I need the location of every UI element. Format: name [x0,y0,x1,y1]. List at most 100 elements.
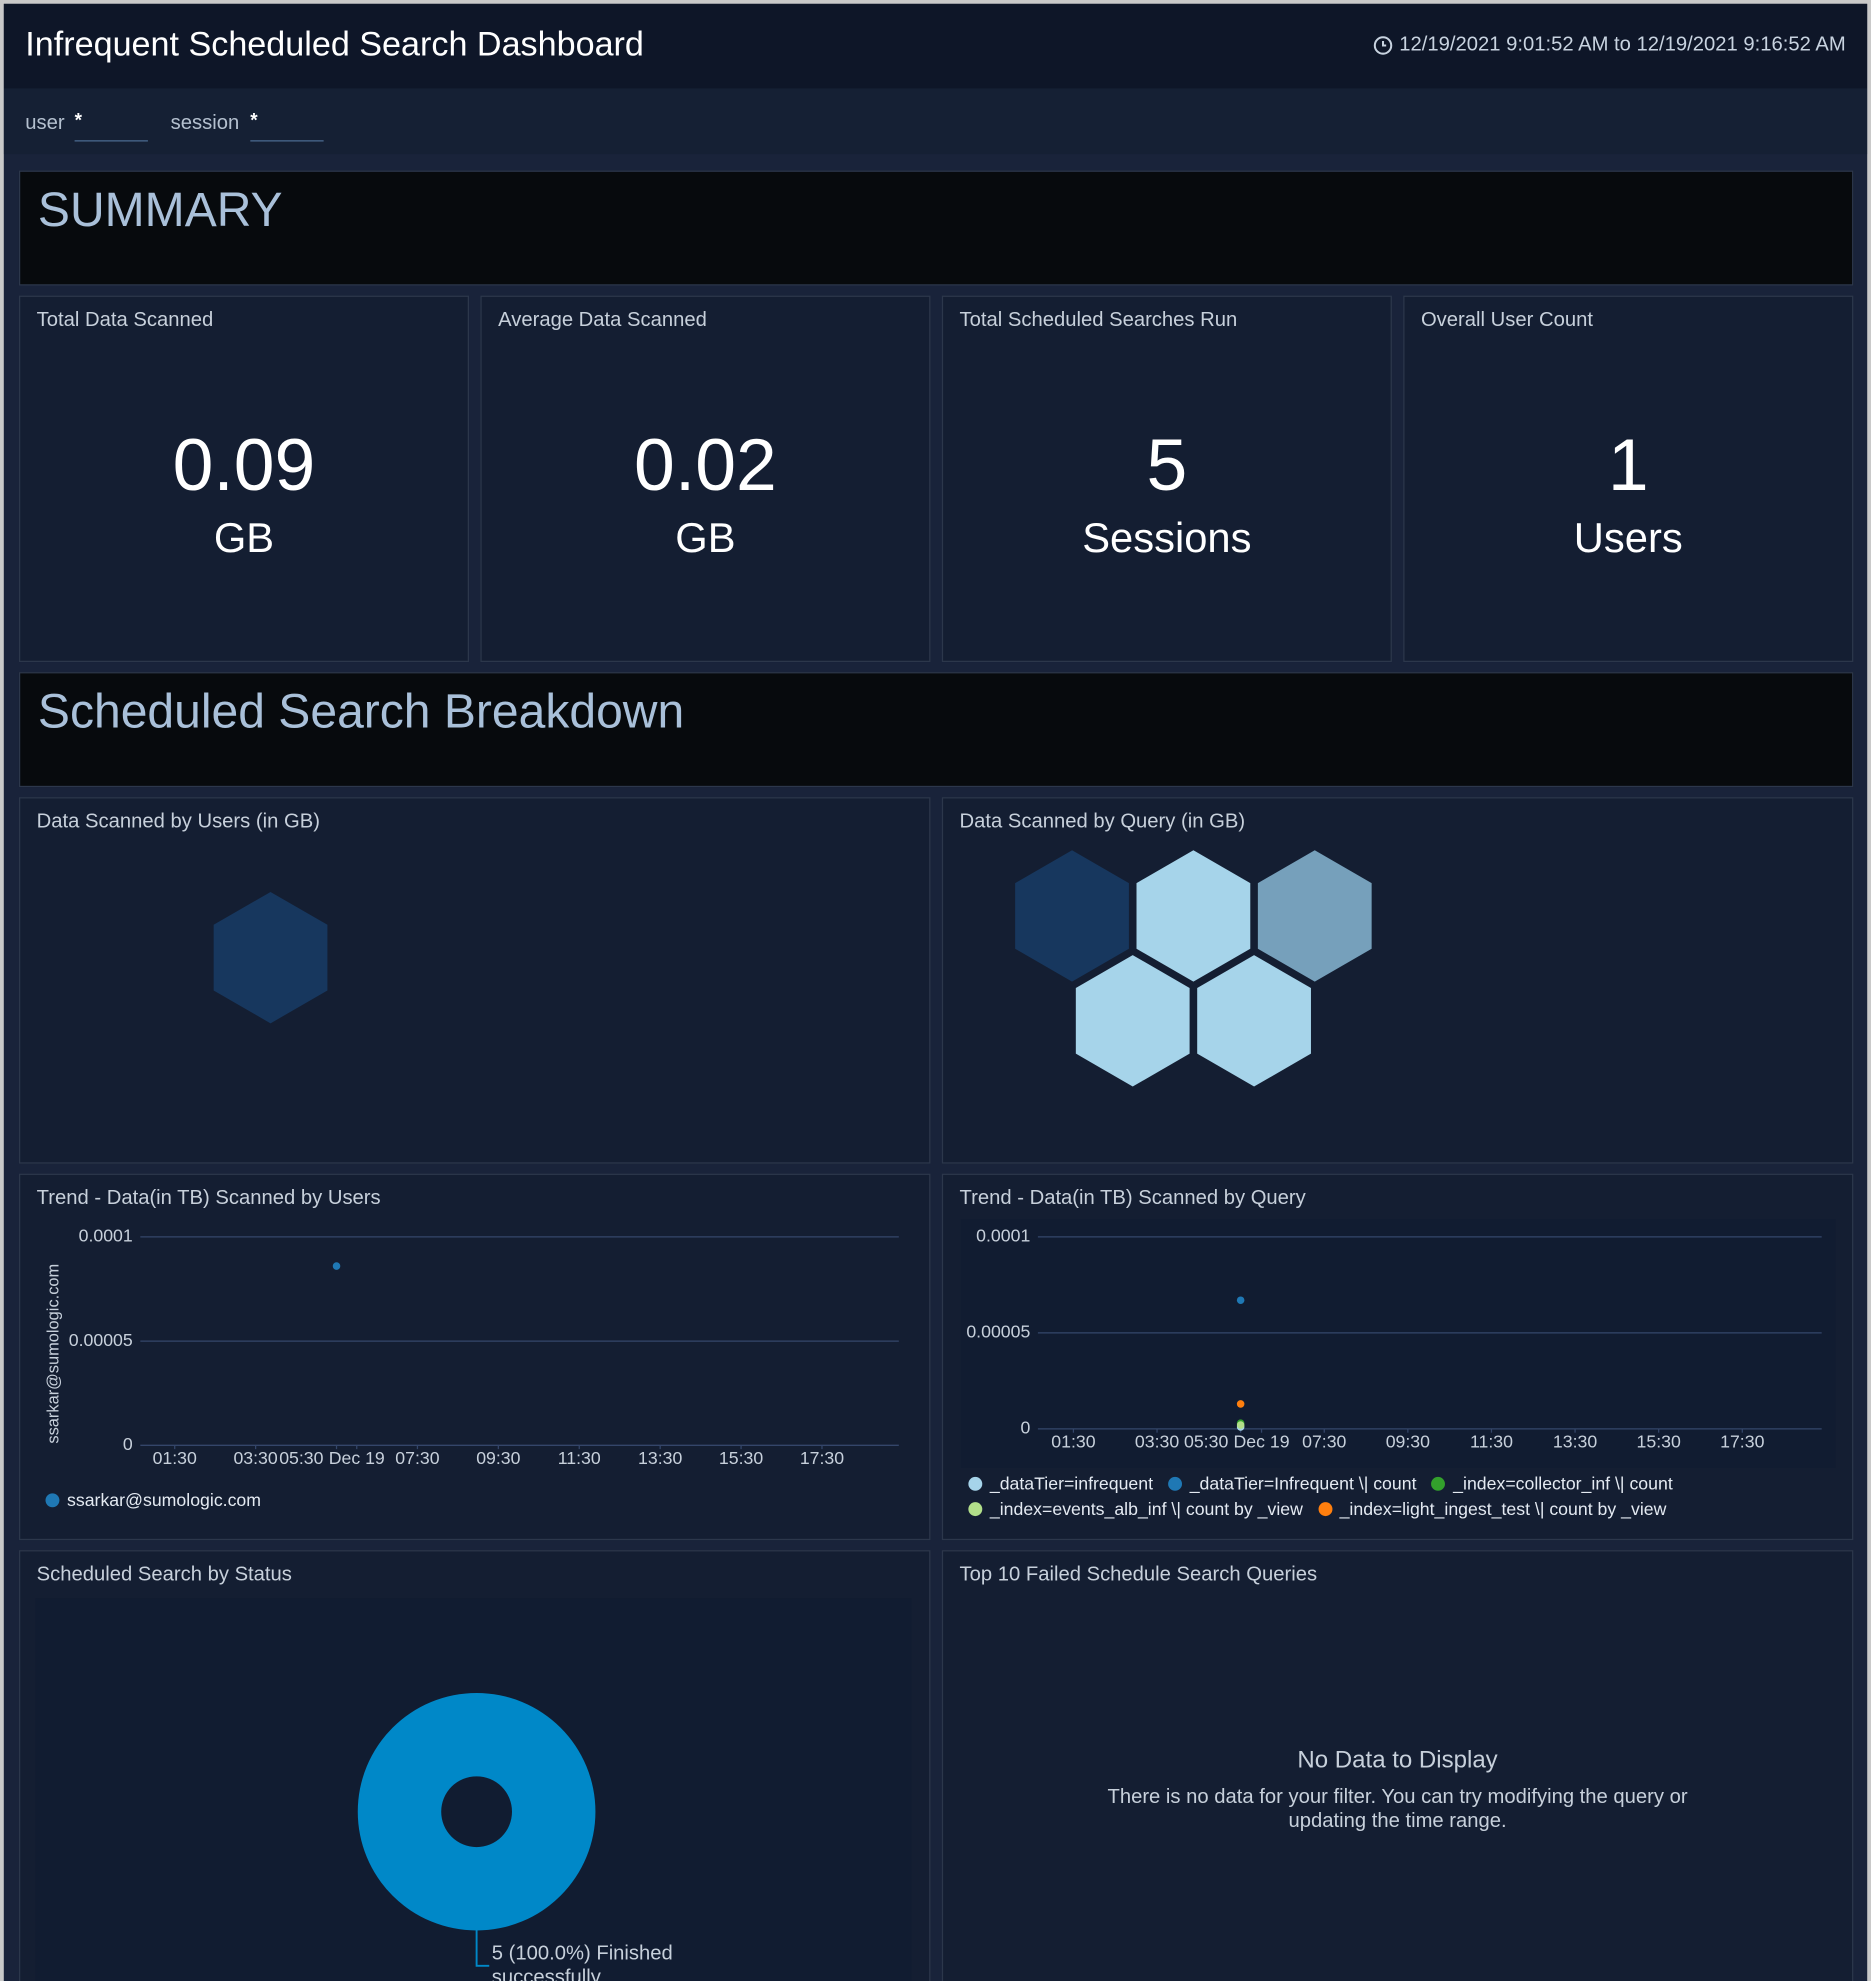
filter-label: session [170,112,240,134]
legend: ssarkar@sumologic.com [45,1489,792,1510]
x-tick-label: 15:30 [719,1448,763,1468]
filter-bar: user * session * [3,88,1868,155]
filter-input[interactable]: * [74,110,148,142]
hexagon [1075,955,1190,1087]
x-tick-label: 11:30 [1470,1431,1513,1451]
x-tick-label: 09:30 [476,1448,520,1468]
x-tick-label: 17:30 [1720,1431,1764,1451]
y-tick-label: 0.00005 [966,1322,1030,1342]
legend-label: _dataTier=infrequent [989,1473,1154,1494]
legend: _dataTier=infrequent _dataTier=Infrequent… [968,1473,1714,1519]
legend-label: _index=events_alb_inf \| count by _view [989,1498,1303,1519]
section-title: Scheduled Search Breakdown [37,686,685,740]
empty-panel: Top 10 Failed Schedule Search Queries No… [941,1550,1854,1981]
x-tick-label: 15:30 [1637,1431,1681,1451]
legend-swatch [968,1501,983,1516]
legend-item: _index=light_ingest_test \| count by _vi… [1318,1498,1667,1519]
kpi-panel: Overall User Count 1 Users [1403,295,1854,663]
chart-panel: Data Scanned by Query (in GB) [941,797,1854,1164]
plot-background [960,1219,1836,1469]
legend-label: ssarkar@sumologic.com [67,1489,262,1510]
chart [1015,850,1372,1087]
x-tick-label: 05:30 [279,1448,323,1468]
x-tick-label: 09:30 [1386,1431,1430,1451]
panel-title: Data Scanned by Users (in GB) [36,811,320,833]
data-point [1236,1296,1245,1305]
dashboard: Infrequent Scheduled Search Dashboard 12… [3,3,1868,1981]
x-tick-label: Dec 19 [329,1448,385,1468]
filter-input[interactable]: * [250,110,324,142]
data-point [1236,1421,1245,1429]
x-tick-label: 01:30 [153,1448,197,1468]
panel-title: Scheduled Search by Status [36,1564,292,1586]
legend-item: _index=collector_inf \| count [1431,1473,1673,1494]
kpi-unit: Sessions [1082,514,1252,561]
kpi-panel: Total Scheduled Searches Run 5 Sessions [941,295,1392,663]
time-range[interactable]: 12/19/2021 9:01:52 AM to 12/19/2021 9:16… [1399,34,1846,56]
legend-swatch [1431,1476,1446,1491]
kpi-panel: Total Data Scanned 0.09 GB [18,295,470,663]
kpi-value: 0.02 [634,424,777,507]
x-tick-label: 01:30 [1051,1431,1095,1451]
empty-message: There is no data for your filter. You ca… [1107,1786,1688,1832]
x-tick-label: 03:30 [233,1448,277,1468]
y-axis-label: ssarkar@sumologic.com [45,1264,63,1444]
chart [213,891,328,1024]
panel-title: Data Scanned by Query (in GB) [959,811,1246,833]
hexagon [1197,955,1311,1087]
header: Infrequent Scheduled Search Dashboard 12… [3,3,1868,89]
panel-title: Total Scheduled Searches Run [959,309,1238,332]
hexagon [1136,850,1251,982]
x-tick-label: 05:30 [1184,1431,1228,1451]
chart-panel: Trend - Data(in TB) Scanned by Query 0 0.… [941,1173,1854,1541]
section-header: SUMMARY [18,170,1854,286]
leader-line [475,1930,490,1967]
section-header: Scheduled Search Breakdown [18,672,1854,788]
x-tick-label: 17:30 [800,1448,844,1468]
empty-heading: No Data to Display [1297,1747,1498,1774]
panel-title: Average Data Scanned [498,309,707,332]
hexagon [1257,850,1372,982]
legend-label: _dataTier=Infrequent \| count [1189,1473,1417,1494]
legend-label: _index=collector_inf \| count [1453,1473,1673,1494]
x-tick-label: Dec 19 [1234,1431,1290,1451]
legend-swatch [1318,1501,1333,1516]
empty-state: No Data to Display There is no data for … [943,1747,1852,1833]
hexagon [1015,850,1129,982]
legend-item: ssarkar@sumologic.com [45,1489,262,1510]
data-point [1236,1400,1245,1408]
dashboard-title: Infrequent Scheduled Search Dashboard [25,25,644,64]
filter-label: user [25,112,65,134]
y-tick-label: 0 [123,1434,133,1454]
kpi-unit: Users [1573,514,1683,561]
legend-item: _index=events_alb_inf \| count by _view [968,1498,1303,1519]
legend-label: _index=light_ingest_test \| count by _vi… [1339,1498,1667,1519]
x-tick-label: 13:30 [638,1448,682,1468]
kpi-unit: GB [213,514,275,561]
legend-item: _dataTier=infrequent [968,1473,1153,1493]
chart-panel: Scheduled Search by Status 5 (100.0%) Fi… [18,1550,931,1981]
chart: 0 0.00005 0.0001 01:30 03:30 05:30 Dec 19 07:30… [45,1226,899,1468]
kpi-unit: GB [675,514,736,561]
chart [357,1692,596,1967]
legend-swatch [968,1476,983,1491]
legend-item: _dataTier=Infrequent \| count [1168,1473,1417,1494]
chart: 0 0.00005 0.0001 01:30 03:30 05:30 Dec 19 07:30… [966,1226,1822,1451]
y-tick-label: 0.00005 [69,1330,133,1350]
panel-title: Top 10 Failed Schedule Search Queries [959,1564,1318,1586]
x-tick-label: 03:30 [1135,1431,1179,1451]
panel-title: Trend - Data(in TB) Scanned by Query [959,1187,1306,1210]
x-tick-label: 07:30 [395,1448,439,1468]
data-point [332,1262,341,1270]
panel-title: Overall User Count [1420,309,1593,332]
panel-title: Trend - Data(in TB) Scanned by Users [36,1187,381,1210]
chart-panel: Trend - Data(in TB) Scanned by Users 0 0.… [18,1173,931,1541]
pie-slice [357,1692,596,1931]
data-label: 5 (100.0%) Finished successfully [491,1943,673,1981]
kpi-panel: Average Data Scanned 0.02 GB [480,295,931,663]
x-tick-label: 11:30 [558,1448,601,1468]
y-tick-label: 0 [1020,1418,1030,1438]
legend-swatch [1168,1476,1183,1491]
